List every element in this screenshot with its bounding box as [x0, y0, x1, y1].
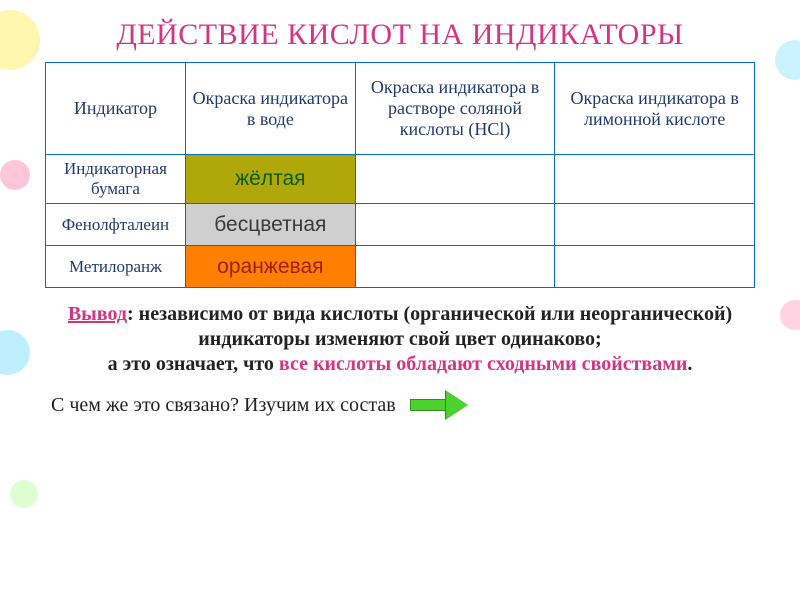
- followup-text: С чем же это связано? Изучим их состав: [51, 394, 396, 417]
- followup-row: С чем же это связано? Изучим их состав: [45, 393, 755, 417]
- arrow-right-icon: [410, 393, 468, 417]
- cell-value: оранжевая: [185, 246, 355, 288]
- table-row: Метилоранж оранжевая: [46, 246, 755, 288]
- empty-cell: [555, 246, 755, 288]
- row-label: Метилоранж: [46, 246, 186, 288]
- empty-cell: [555, 204, 755, 246]
- row-label: Фенолфталеин: [46, 204, 186, 246]
- conclusion-part2: а это означает, что: [108, 353, 279, 375]
- table-row: Фенолфталеин бесцветная: [46, 204, 755, 246]
- table-row: Индикаторная бумага жёлтая: [46, 155, 755, 204]
- conclusion-part3: .: [687, 353, 692, 375]
- table-header-row: Индикатор Окраска индикатора в воде Окра…: [46, 63, 755, 155]
- conclusion-highlight: все кислоты обладают сходными свойствами: [279, 353, 687, 375]
- conclusion-part1: : независимо от вида кислоты (органическ…: [127, 303, 732, 350]
- empty-cell: [355, 246, 555, 288]
- col-header: Индикатор: [46, 63, 186, 155]
- col-header: Окраска индикатора в воде: [185, 63, 355, 155]
- indicators-table: Индикатор Окраска индикатора в воде Окра…: [45, 62, 755, 288]
- conclusion-text: Вывод: независимо от вида кислоты (орган…: [45, 302, 755, 377]
- slide-title: ДЕЙСТВИЕ КИСЛОТ НА ИНДИКАТОРЫ: [0, 0, 800, 62]
- empty-cell: [555, 155, 755, 204]
- cell-value: бесцветная: [185, 204, 355, 246]
- empty-cell: [355, 155, 555, 204]
- cell-value: жёлтая: [185, 155, 355, 204]
- empty-cell: [355, 204, 555, 246]
- col-header: Окраска индикатора в растворе соляной ки…: [355, 63, 555, 155]
- conclusion-lead: Вывод: [68, 303, 127, 325]
- row-label: Индикаторная бумага: [46, 155, 186, 204]
- col-header: Окраска индикатора в лимонной кислоте: [555, 63, 755, 155]
